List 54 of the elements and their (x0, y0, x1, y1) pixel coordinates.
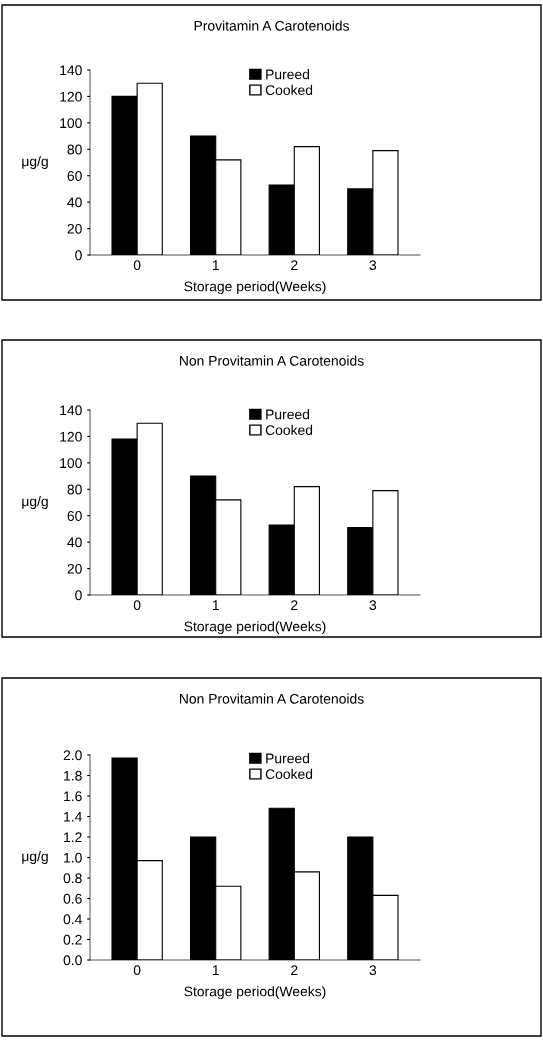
x-tick-label: 2 (291, 600, 298, 610)
y-tick-label: 1.4 (64, 811, 82, 822)
y-tick-label: 20 (67, 563, 82, 574)
y-tick-label: 1.0 (64, 852, 82, 863)
legend-label: Cooked (265, 424, 313, 436)
y-tick-label: 60 (67, 171, 82, 181)
x-axis-title: Storage period(Weeks) (184, 986, 326, 1000)
x-tick-label: 3 (369, 965, 377, 976)
y-tick-label: 80 (67, 144, 82, 155)
y-tick-label: 100 (60, 458, 82, 469)
y-tick-label: 140 (60, 65, 82, 76)
x-axis-title: Storage period(Weeks) (184, 281, 326, 295)
y-tick-label: 0.0 (63, 955, 82, 966)
y-tick-label: 140 (60, 405, 82, 416)
y-tick-label: 40 (67, 537, 82, 548)
x-tick-label: 3 (369, 600, 377, 611)
y-axis-title: μg/g (22, 156, 48, 169)
y-tick-label: 1.6 (64, 791, 82, 802)
x-tick-label: 1 (212, 965, 219, 975)
legend-label: Pureed (266, 753, 309, 764)
chart-title: Provitamin A Carotenoids (194, 20, 349, 31)
x-tick-label: 2 (291, 965, 298, 975)
x-tick-label: 0 (133, 965, 141, 976)
x-tick-label: 2 (291, 260, 298, 270)
y-tick-label: 0.2 (63, 934, 82, 945)
y-tick-label: 0.8 (63, 873, 82, 884)
x-tick-label: 1 (212, 600, 219, 610)
legend-label: Pureed (266, 69, 309, 80)
y-tick-label: 80 (67, 484, 82, 495)
x-tick-label: 0 (133, 260, 141, 271)
legend-label: Cooked (265, 768, 313, 780)
y-tick-label: 0.4 (63, 914, 82, 925)
y-axis-title: μg/g (22, 496, 48, 509)
y-tick-label: 0 (75, 590, 82, 601)
y-tick-label: 120 (60, 91, 82, 102)
y-tick-label: 2.0 (63, 750, 82, 761)
y-tick-label: 1.8 (64, 770, 82, 781)
legend-label: Cooked (265, 84, 313, 96)
x-tick-label: 1 (212, 260, 219, 270)
x-axis-title: Storage period(Weeks) (184, 621, 326, 635)
x-tick-label: 3 (369, 260, 377, 271)
chart-title: Non Provitamin A Carotenoids (180, 355, 364, 366)
chart-title: Non Provitamin A Carotenoids (180, 693, 364, 704)
y-axis-title: μg/g (22, 851, 48, 864)
y-tick-label: 40 (67, 197, 82, 208)
x-tick-label: 0 (133, 600, 141, 611)
y-tick-label: 20 (67, 223, 82, 234)
y-tick-label: 1.2 (64, 832, 82, 843)
y-tick-label: 100 (60, 118, 82, 129)
y-tick-label: 0.6 (63, 893, 82, 904)
y-tick-label: 60 (67, 511, 82, 521)
y-tick-label: 0 (75, 250, 82, 261)
legend-label: Pureed (266, 409, 309, 420)
y-tick-label: 120 (60, 431, 82, 442)
